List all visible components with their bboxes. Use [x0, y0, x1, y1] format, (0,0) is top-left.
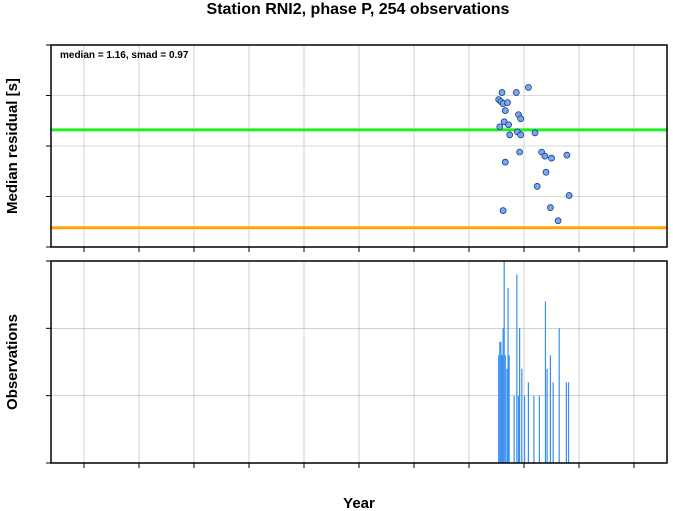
residual-point [533, 183, 541, 190]
residual-point [501, 107, 509, 115]
residual-point [517, 115, 525, 123]
residual-point [517, 131, 525, 139]
residual-point [504, 99, 511, 106]
residual-y-ticks [46, 44, 635, 252]
observation-bar [500, 341, 502, 463]
residual-point [565, 192, 573, 199]
observation-bar [552, 382, 554, 463]
observation-bar [517, 395, 520, 463]
residual-point [548, 154, 555, 162]
observations-ticks [46, 260, 635, 468]
observation-bar [503, 261, 505, 463]
observation-bars [498, 261, 570, 463]
observation-bar [527, 382, 529, 463]
observation-bar [498, 355, 500, 463]
residual-point [541, 152, 549, 160]
observation-bar [513, 395, 515, 463]
observation-bar [538, 395, 540, 463]
observation-bar [508, 355, 510, 463]
observation-bar [519, 328, 521, 463]
residual-point [498, 89, 506, 96]
residual-point [499, 207, 507, 214]
observation-bar [499, 341, 501, 463]
residual-point [506, 131, 514, 139]
observations-y-label: Observations [4, 314, 21, 410]
residual-point [525, 84, 532, 91]
residual-point [563, 151, 571, 159]
observation-bar [558, 328, 560, 463]
reference-lines [51, 128, 667, 230]
observation-bar [523, 395, 526, 463]
residual-point [501, 158, 509, 166]
observation-bar [506, 368, 508, 463]
observation-bar [567, 382, 570, 463]
chart-title: Station RNI2, phase P, 254 observations [207, 1, 510, 18]
residual-point [505, 121, 512, 129]
observation-bar [533, 395, 535, 463]
residual-point [554, 217, 562, 225]
stats-annotation: median = 1.16, smad = 0.97 [60, 50, 189, 61]
residual-point [531, 129, 539, 137]
observation-bar [502, 328, 504, 463]
observation-bar [516, 274, 518, 463]
residual-point [547, 204, 554, 211]
observations-panel: Observations Year [4, 260, 668, 511]
observation-bar [501, 355, 503, 463]
residual-point [512, 89, 520, 96]
observation-bar [565, 382, 567, 463]
residual-y-label: Median residual [s] [4, 78, 21, 214]
residual-points [495, 84, 573, 225]
observation-bar [504, 355, 506, 463]
x-axis-label: Year [343, 495, 375, 511]
residual-panel: median = 1.16, smad = 0.97 Median residu… [4, 44, 668, 252]
residual-point [516, 148, 523, 156]
residual-point [496, 123, 504, 131]
observation-bar [507, 287, 509, 463]
observation-bar [549, 355, 551, 463]
residual-point [542, 168, 550, 176]
observation-bar [544, 301, 547, 463]
observation-bar [546, 368, 548, 463]
observation-bar [521, 368, 523, 463]
